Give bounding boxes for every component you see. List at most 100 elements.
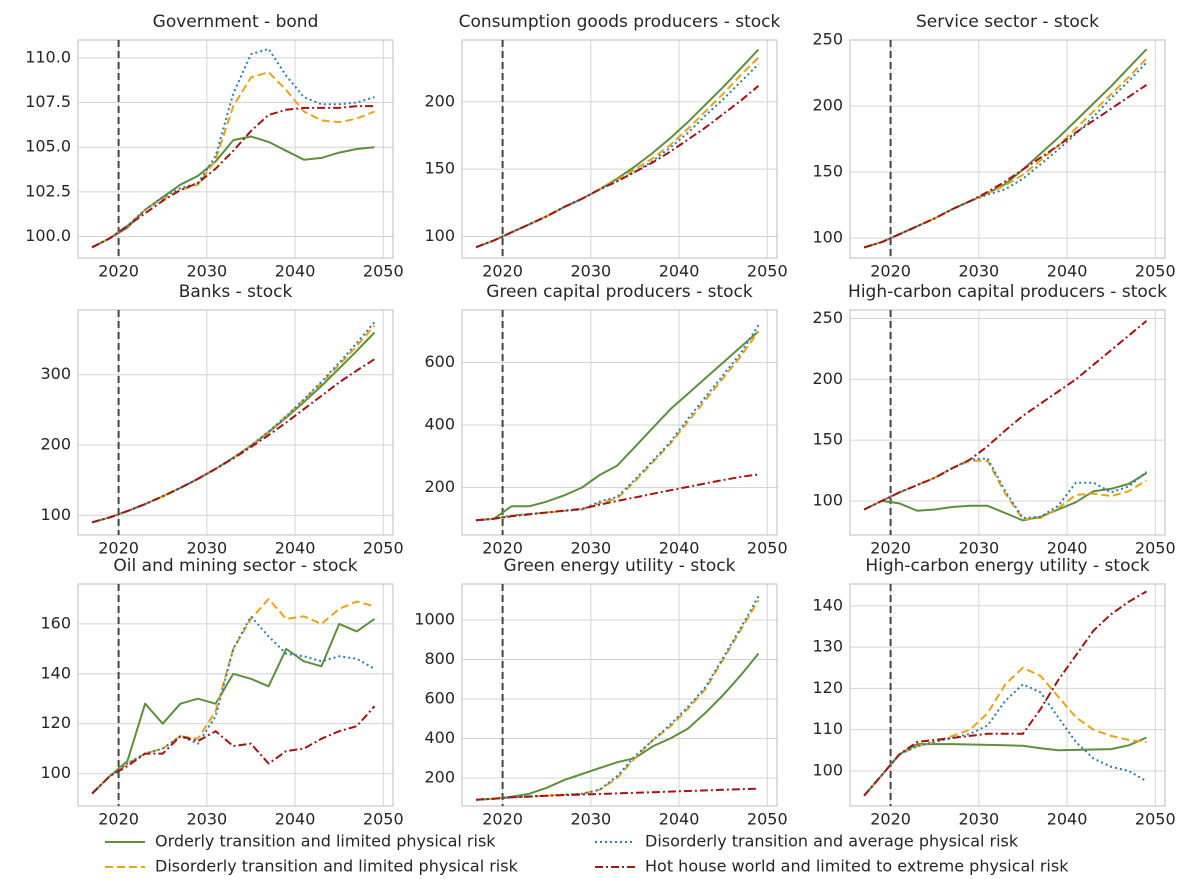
y-tick-label: 600	[424, 688, 455, 707]
plot-frame	[461, 583, 778, 807]
y-tick-label: 110	[812, 719, 843, 738]
x-tick-label: 2030	[958, 539, 999, 558]
x-tick-label: 2040	[275, 539, 316, 558]
y-tick-label: 160	[40, 613, 71, 632]
y-tick-label: 200	[424, 91, 455, 110]
y-tick-label: 100	[812, 760, 843, 779]
x-tick-label: 2020	[482, 262, 523, 281]
series-line	[863, 666, 1147, 797]
plot-frame	[461, 309, 778, 536]
panel: 2020 2030 2040 2050 200 400 600 800 1000 Green en…	[414, 556, 787, 829]
x-tick-label: 2030	[186, 262, 227, 281]
series-line	[476, 330, 760, 522]
panel-title: Green capital producers - stock	[486, 282, 753, 302]
panel: 2020 2030 2040 2050 100 150 200 250 High-carbon …	[812, 282, 1175, 558]
x-tick-label: 2050	[1135, 539, 1176, 558]
plot-area	[462, 40, 777, 258]
y-tick-label: 150	[812, 430, 843, 449]
x-tick-label: 2020	[98, 262, 139, 281]
x-tick-label: 2040	[1047, 810, 1088, 829]
x-tick-label: 2040	[659, 810, 700, 829]
series-line	[476, 599, 760, 801]
y-tick-label: 100.0	[25, 226, 71, 245]
plot-frame	[77, 583, 394, 807]
y-tick-label: 400	[424, 728, 455, 747]
y-tick-label: 102.5	[25, 181, 71, 200]
x-tick-label: 2050	[363, 810, 404, 829]
panel-title: Service sector - stock	[916, 12, 1099, 32]
y-tick-label: 800	[424, 649, 455, 668]
panel: 2020 2030 2040 2050 100 120 140 160 Oil and mini…	[40, 556, 403, 829]
y-tick-label: 150	[812, 162, 843, 181]
legend-label: Orderly transition and limited physical …	[155, 832, 496, 851]
legend-label: Disorderly transition and average physic…	[645, 832, 1019, 851]
y-tick-label: 100	[812, 490, 843, 509]
y-tick-label: 250	[812, 308, 843, 327]
legend: Orderly transition and limited physical …	[105, 832, 1069, 876]
series-line	[863, 736, 1147, 797]
series-line	[863, 472, 1148, 522]
y-tick-label: 105.0	[25, 137, 71, 156]
plot-frame	[849, 583, 1166, 807]
plot-frame	[77, 39, 394, 259]
x-tick-label: 2040	[659, 539, 700, 558]
panel-title: Consumption goods producers - stock	[459, 12, 781, 32]
x-tick-label: 2030	[570, 262, 611, 281]
y-tick-label: 300	[40, 364, 71, 383]
x-tick-label: 2050	[747, 810, 788, 829]
y-tick-label: 100	[40, 505, 71, 524]
x-tick-label: 2020	[98, 810, 139, 829]
y-tick-label: 250	[812, 30, 843, 49]
x-tick-label: 2020	[870, 262, 911, 281]
y-tick-label: 107.5	[25, 92, 71, 111]
plot-area	[850, 40, 1165, 258]
y-tick-label: 130	[812, 637, 843, 656]
series-line	[476, 787, 759, 801]
y-tick-label: 140	[812, 595, 843, 614]
x-tick-label: 2040	[275, 810, 316, 829]
y-tick-label: 400	[424, 415, 455, 434]
x-tick-label: 2030	[570, 539, 611, 558]
y-tick-label: 100	[424, 226, 455, 245]
y-tick-label: 120	[40, 713, 71, 732]
panel-title: High-carbon energy utility - stock	[865, 556, 1150, 576]
y-tick-label: 200	[812, 369, 843, 388]
x-tick-label: 2040	[275, 262, 316, 281]
x-tick-label: 2040	[659, 262, 700, 281]
x-tick-label: 2020	[98, 539, 139, 558]
x-tick-label: 2050	[1135, 810, 1176, 829]
y-tick-label: 120	[812, 678, 843, 697]
y-tick-label: 140	[40, 663, 71, 682]
series-line	[863, 84, 1148, 249]
series-line	[91, 618, 376, 795]
x-tick-label: 2030	[186, 539, 227, 558]
legend-label: Disorderly transition and limited physic…	[155, 857, 519, 876]
x-tick-label: 2020	[870, 810, 911, 829]
panel: 2020 2030 2040 2050 200 400 600 Green capital p…	[424, 282, 787, 558]
series-line	[476, 652, 760, 801]
panel: 2020 2030 2040 2050 100.0 102.5 105.0 107.5 110.…	[25, 12, 403, 281]
x-tick-label: 2020	[482, 539, 523, 558]
y-tick-label: 200	[812, 96, 843, 115]
series-line	[91, 71, 375, 249]
series-line	[475, 85, 760, 249]
plot-area	[850, 584, 1165, 806]
panel-title: Banks - stock	[179, 282, 293, 302]
plot-frame	[849, 309, 1166, 536]
series-line	[91, 705, 376, 795]
x-tick-label: 2050	[747, 539, 788, 558]
panel: 2020 2030 2040 2050 100 200 300 Banks - stock	[40, 282, 403, 558]
panel-title: Government - bond	[153, 12, 319, 32]
x-tick-label: 2050	[363, 539, 404, 558]
x-tick-label: 2020	[482, 810, 523, 829]
x-tick-label: 2030	[186, 810, 227, 829]
x-tick-label: 2030	[958, 262, 999, 281]
y-tick-label: 110.0	[25, 47, 71, 66]
y-tick-label: 150	[424, 159, 455, 178]
panel: 2020 2030 2040 2050 100 150 200 250 Service sect…	[812, 12, 1175, 281]
y-tick-label: 200	[40, 435, 71, 454]
plot-area	[78, 310, 393, 535]
series-line	[863, 320, 1148, 511]
x-tick-label: 2050	[363, 262, 404, 281]
